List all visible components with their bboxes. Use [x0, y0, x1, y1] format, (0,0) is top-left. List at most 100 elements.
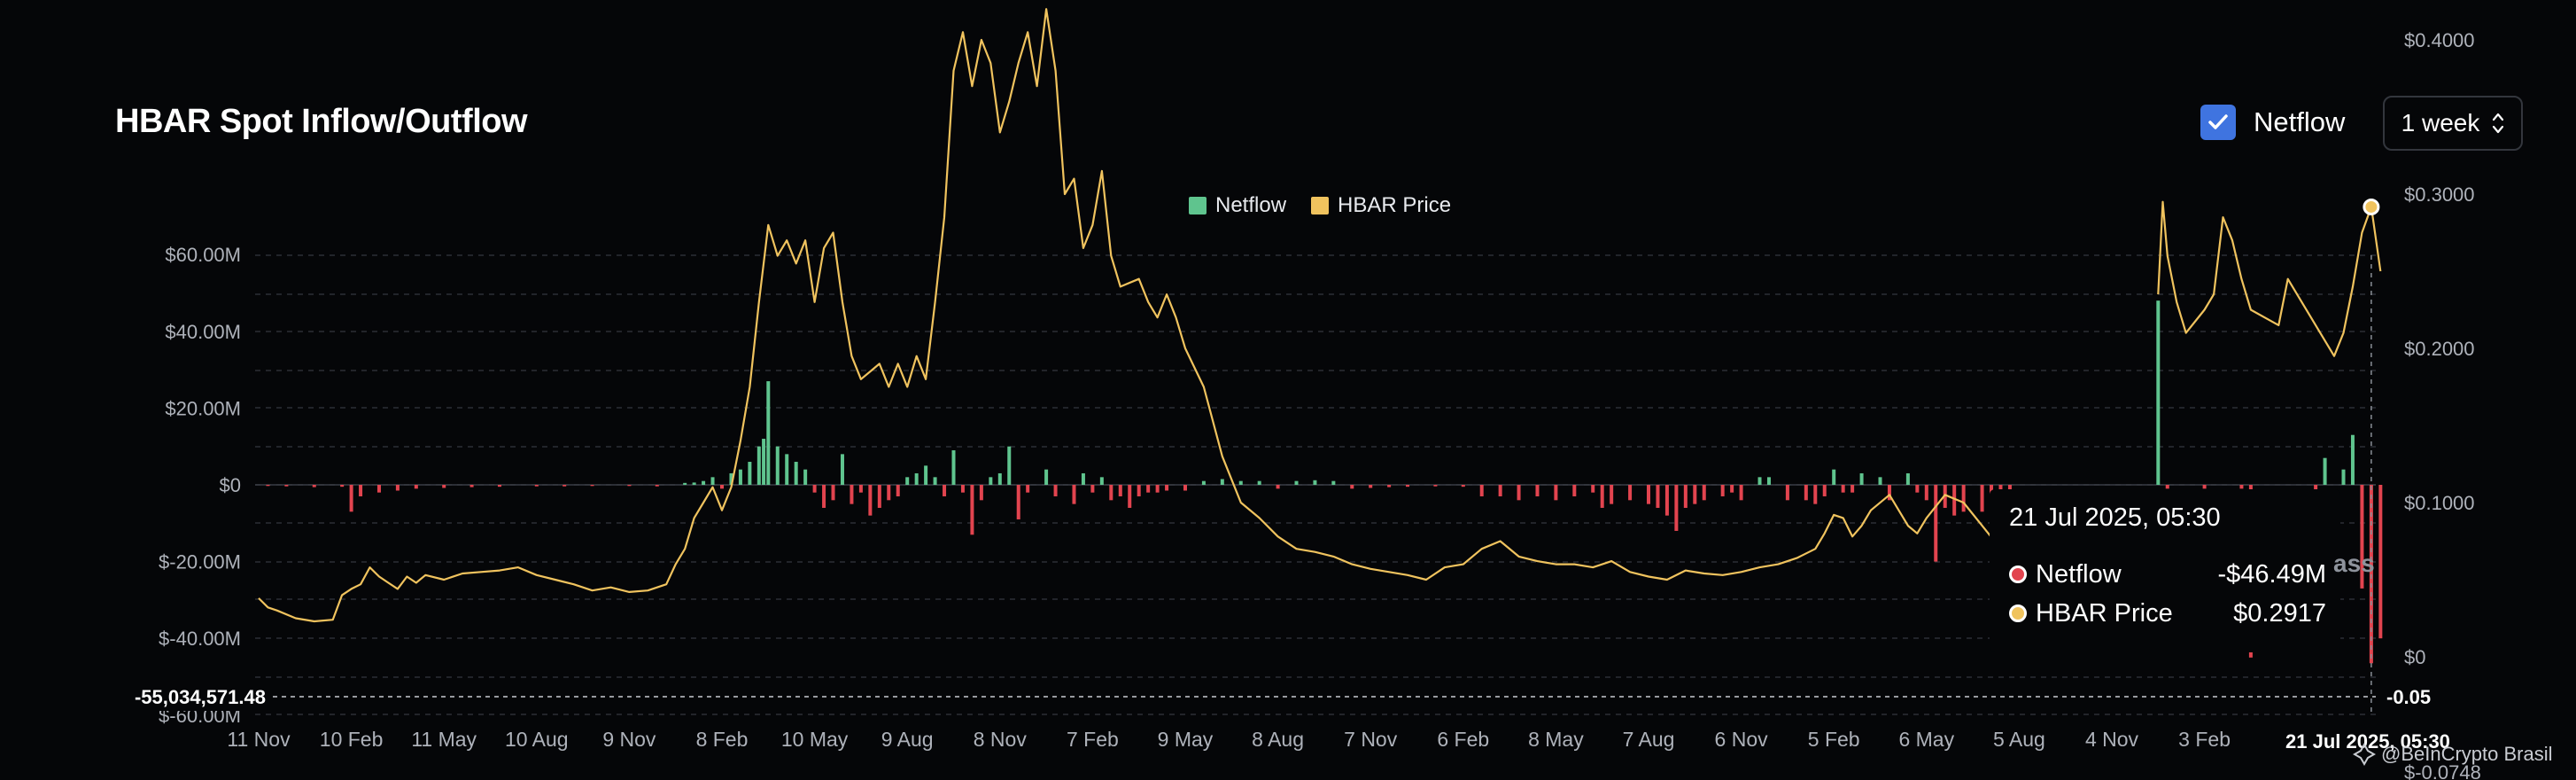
- y-right-tick-label: $-0.0748: [2404, 761, 2481, 780]
- legend-swatch-price: [1311, 197, 1330, 214]
- beincrypto-logo-icon: [2353, 743, 2376, 766]
- netflow-bar: [1934, 485, 1938, 562]
- netflow-bar: [989, 477, 993, 485]
- netflow-bar: [1238, 480, 1243, 485]
- netflow-bar: [2202, 485, 2207, 489]
- netflow-bar: [914, 473, 919, 485]
- netflow-bar: [2165, 485, 2169, 489]
- netflow-toggle[interactable]: Netflow: [2200, 105, 2345, 140]
- x-tick-label: 8 Nov: [974, 728, 1028, 751]
- x-tick-label: 5 Feb: [1808, 728, 1860, 751]
- netflow-bar: [1785, 485, 1789, 501]
- netflow-toggle-label: Netflow: [2254, 106, 2346, 137]
- netflow-bar: [1757, 477, 1762, 485]
- netflow-bar: [840, 454, 844, 485]
- legend-item-netflow[interactable]: Netflow: [1189, 193, 1286, 218]
- x-tick-label: 3 Feb: [2178, 728, 2231, 751]
- netflow-bar: [1813, 485, 1818, 504]
- period-select-value: 1 week: [2401, 109, 2480, 136]
- y-right-tick-label: $0: [2404, 646, 2425, 668]
- netflow-bar: [766, 381, 771, 485]
- netflow-bar: [627, 485, 632, 487]
- netflow-bar: [905, 477, 910, 485]
- crosshair-y-right-label: -0.05: [2386, 686, 2431, 708]
- x-tick-label: 5 Aug: [1993, 728, 2045, 751]
- netflow-bar: [1257, 480, 1261, 485]
- netflow-bar: [1053, 485, 1058, 496]
- netflow-bar: [850, 485, 854, 504]
- netflow-bar: [1600, 485, 1604, 508]
- netflow-bar: [414, 485, 418, 489]
- y-right-tick-label: $0.4000: [2404, 29, 2475, 51]
- netflow-bar: [1591, 485, 1595, 493]
- x-tick-label: 7 Aug: [1623, 728, 1675, 751]
- tooltip-value-netflow: -$46.49M: [2217, 559, 2326, 589]
- netflow-bar: [563, 485, 567, 487]
- netflow-bar: [979, 485, 983, 501]
- netflow-bar: [590, 485, 594, 487]
- x-tick-label: 9 Nov: [602, 728, 656, 751]
- netflow-bar: [1804, 485, 1808, 501]
- netflow-bar: [1905, 473, 1910, 485]
- netflow-bar: [868, 485, 873, 516]
- netflow-bar: [924, 465, 928, 485]
- netflow-bar: [1276, 485, 1280, 489]
- y-left-tick-label: $60.00M: [165, 244, 241, 266]
- netflow-bar: [655, 485, 659, 487]
- netflow-bar: [1128, 485, 1132, 508]
- netflow-bar: [831, 485, 835, 501]
- netflow-bar: [1859, 473, 1864, 485]
- chart-legend: Netflow HBAR Price: [1189, 193, 1451, 218]
- netflow-bar: [1313, 480, 1317, 485]
- netflow-bar: [1081, 473, 1085, 485]
- netflow-bar: [1183, 485, 1187, 491]
- hbar-price-line: [2157, 200, 2382, 357]
- netflow-bar: [1730, 485, 1734, 493]
- netflow-bar: [1647, 485, 1650, 504]
- y-left-tick-label: $0: [220, 474, 241, 496]
- netflow-bar: [1702, 485, 1706, 501]
- x-tick-label: 11 Nov: [227, 728, 291, 751]
- netflow-bar: [2341, 469, 2346, 485]
- price-hover-marker: [2363, 198, 2380, 215]
- netflow-bar: [1498, 485, 1502, 496]
- netflow-bar: [887, 485, 891, 501]
- legend-swatch-netflow: [1189, 197, 1207, 214]
- netflow-bar: [1026, 485, 1030, 493]
- tooltip-row-price: HBAR Price $0.2917: [2009, 597, 2326, 629]
- netflow-bar: [858, 485, 863, 493]
- x-tick-label: 10 Feb: [320, 728, 384, 751]
- netflow-bar: [284, 485, 289, 487]
- netflow-bar: [359, 485, 363, 496]
- netflow-bar: [1572, 485, 1577, 496]
- netflow-bar: [1099, 477, 1104, 485]
- netflow-bar: [1072, 485, 1076, 504]
- netflow-bar: [376, 485, 381, 493]
- netflow-bar: [1554, 485, 1558, 501]
- crosshair-x-label: 21 Jul 2025, 05:30: [2285, 730, 2450, 753]
- netflow-bar: [729, 473, 733, 485]
- period-select[interactable]: 1 week: [2383, 96, 2523, 151]
- netflow-bar: [710, 477, 715, 485]
- legend-item-price[interactable]: HBAR Price: [1311, 193, 1451, 218]
- y-right-tick-label: $0.1000: [2404, 492, 2475, 514]
- netflow-bar: [1841, 485, 1845, 493]
- netflow-bar: [1331, 480, 1336, 485]
- netflow-bar: [785, 454, 789, 485]
- netflow-bar: [2156, 300, 2161, 485]
- netflow-bar: [748, 462, 752, 485]
- x-tick-label: 8 Aug: [1252, 728, 1304, 751]
- netflow-bar: [720, 485, 724, 489]
- x-tick-label: 6 Feb: [1437, 728, 1489, 751]
- chevron-up-down-icon: [2493, 113, 2504, 134]
- hbar-price-line: [258, 8, 2011, 623]
- netflow-bar: [1433, 485, 1438, 487]
- netflow-bar: [812, 485, 817, 493]
- legend-label-price: HBAR Price: [1338, 193, 1452, 217]
- chart-tooltip: 21 Jul 2025, 05:30 Netflow -$46.49M HBAR…: [1990, 489, 2340, 652]
- netflow-bar: [1406, 485, 1410, 488]
- checkbox-checked-icon[interactable]: [2200, 105, 2236, 140]
- netflow-bar: [340, 485, 345, 488]
- watermark-text: @BeInCrypto Brasil: [2381, 743, 2553, 765]
